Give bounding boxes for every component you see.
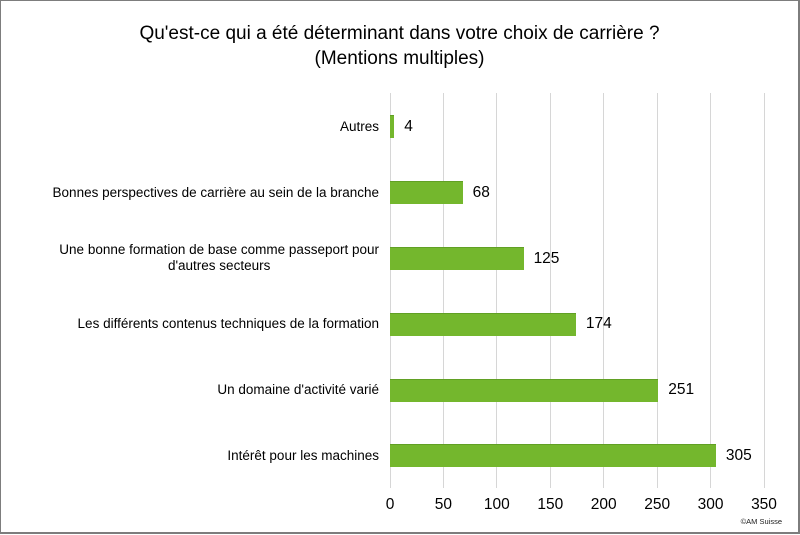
chart-title: Qu'est-ce qui a été déterminant dans vot… bbox=[1, 21, 798, 71]
bar-1 bbox=[390, 115, 395, 139]
bar-3 bbox=[390, 247, 524, 270]
gridline-x-0 bbox=[389, 93, 391, 488]
category-label-text: Un domaine d'activité varié bbox=[217, 382, 379, 398]
gridline-x-150 bbox=[549, 93, 551, 488]
chart-title-line2: (Mentions multiples) bbox=[314, 48, 485, 69]
bar-5 bbox=[390, 378, 659, 402]
x-tick-label: 250 bbox=[644, 496, 671, 513]
x-tick-label: 0 bbox=[385, 496, 395, 513]
bar-2 bbox=[390, 181, 463, 205]
gridline-x-100 bbox=[496, 93, 498, 488]
bar-value-label: 4 bbox=[404, 117, 413, 135]
gridline-x-350 bbox=[763, 93, 765, 488]
bar-value-label: 305 bbox=[725, 446, 752, 464]
category-label-text: Autres bbox=[339, 118, 379, 134]
gridline-x-250 bbox=[656, 93, 658, 488]
x-tick-label: 50 bbox=[434, 496, 453, 513]
x-tick-label: 350 bbox=[751, 496, 777, 513]
category-label-text: Une bonne formation de base comme passep… bbox=[59, 242, 379, 274]
category-label: Autres bbox=[9, 94, 379, 160]
x-tick-label: 150 bbox=[537, 496, 564, 513]
chart-title-line1: Qu'est-ce qui a été déterminant dans vot… bbox=[139, 23, 660, 44]
x-tick-label: 300 bbox=[697, 496, 724, 513]
category-label: Une bonne formation de base comme passep… bbox=[9, 226, 379, 292]
bar-value-label: 125 bbox=[533, 249, 560, 267]
copyright-label: ©AM Suisse bbox=[740, 517, 782, 526]
bar-value-label: 251 bbox=[668, 381, 695, 399]
category-label-text: Les différents contenus techniques de la… bbox=[77, 316, 379, 332]
category-label-text: Bonnes perspectives de carrière au sein … bbox=[52, 184, 379, 200]
bar-6 bbox=[390, 444, 716, 468]
gridline-x-50 bbox=[442, 93, 444, 488]
category-label: Les différents contenus techniques de la… bbox=[9, 291, 379, 357]
bar-value-label: 174 bbox=[585, 315, 612, 333]
category-label: Bonnes perspectives de carrière au sein … bbox=[9, 160, 379, 226]
gridline-x-200 bbox=[603, 93, 605, 488]
gridline-x-300 bbox=[710, 93, 712, 488]
x-tick-label: 200 bbox=[590, 496, 617, 513]
bar-value-label: 68 bbox=[472, 183, 490, 201]
bar-4 bbox=[390, 312, 576, 336]
category-label: Un domaine d'activité varié bbox=[9, 357, 379, 423]
category-label: Intérêt pour les machines bbox=[9, 423, 379, 489]
category-label-text: Intérêt pour les machines bbox=[227, 447, 379, 463]
x-tick-label: 100 bbox=[483, 496, 510, 513]
